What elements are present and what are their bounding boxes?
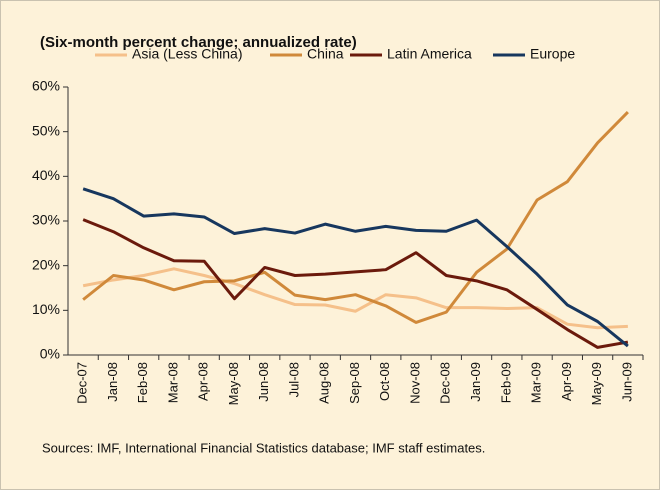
x-tick-label: Aug-08 xyxy=(317,362,332,404)
x-tick-label: Sep-08 xyxy=(347,362,362,404)
x-tick-label: Apr-08 xyxy=(196,362,211,401)
x-tick-label: Jul-08 xyxy=(286,362,301,397)
x-tick-label: Jun-08 xyxy=(256,362,271,402)
legend-label: Asia (Less China) xyxy=(132,46,243,62)
x-tick-label: Dec-08 xyxy=(438,362,453,404)
legend-label: Europe xyxy=(530,46,575,62)
legend-label: Latin America xyxy=(387,46,472,62)
y-tick-label: 40% xyxy=(32,167,60,183)
y-tick-label: 30% xyxy=(32,212,60,228)
x-tick-label: Feb-09 xyxy=(498,362,513,403)
series-line xyxy=(82,187,629,348)
x-tick-label: Jan-09 xyxy=(468,362,483,402)
series-line xyxy=(82,110,629,324)
source-note: Sources: IMF, International Financial St… xyxy=(42,440,485,455)
x-tick-label: Oct-08 xyxy=(377,362,392,401)
x-tick-label: Feb-08 xyxy=(135,362,150,403)
legend-label: China xyxy=(307,46,344,62)
y-tick-label: 10% xyxy=(32,301,60,317)
x-tick-label: Nov-08 xyxy=(407,362,422,404)
x-tick-label: May-09 xyxy=(589,362,604,405)
x-tick-label: Mar-09 xyxy=(529,362,544,403)
chart-title: (Six-month percent change; annualized ra… xyxy=(40,34,357,51)
series-line xyxy=(82,218,629,349)
y-tick-label: 20% xyxy=(32,256,60,272)
y-tick-label: 60% xyxy=(32,78,60,94)
x-tick-label: Dec-07 xyxy=(75,362,90,404)
x-tick-label: Apr-09 xyxy=(559,362,574,401)
x-tick-label: Mar-08 xyxy=(165,362,180,403)
x-tick-label: Jun-09 xyxy=(619,362,634,402)
x-tick-label: May-08 xyxy=(226,362,241,405)
y-tick-label: 0% xyxy=(40,346,60,362)
x-tick-label: Jan-08 xyxy=(105,362,120,402)
y-tick-label: 50% xyxy=(32,122,60,138)
